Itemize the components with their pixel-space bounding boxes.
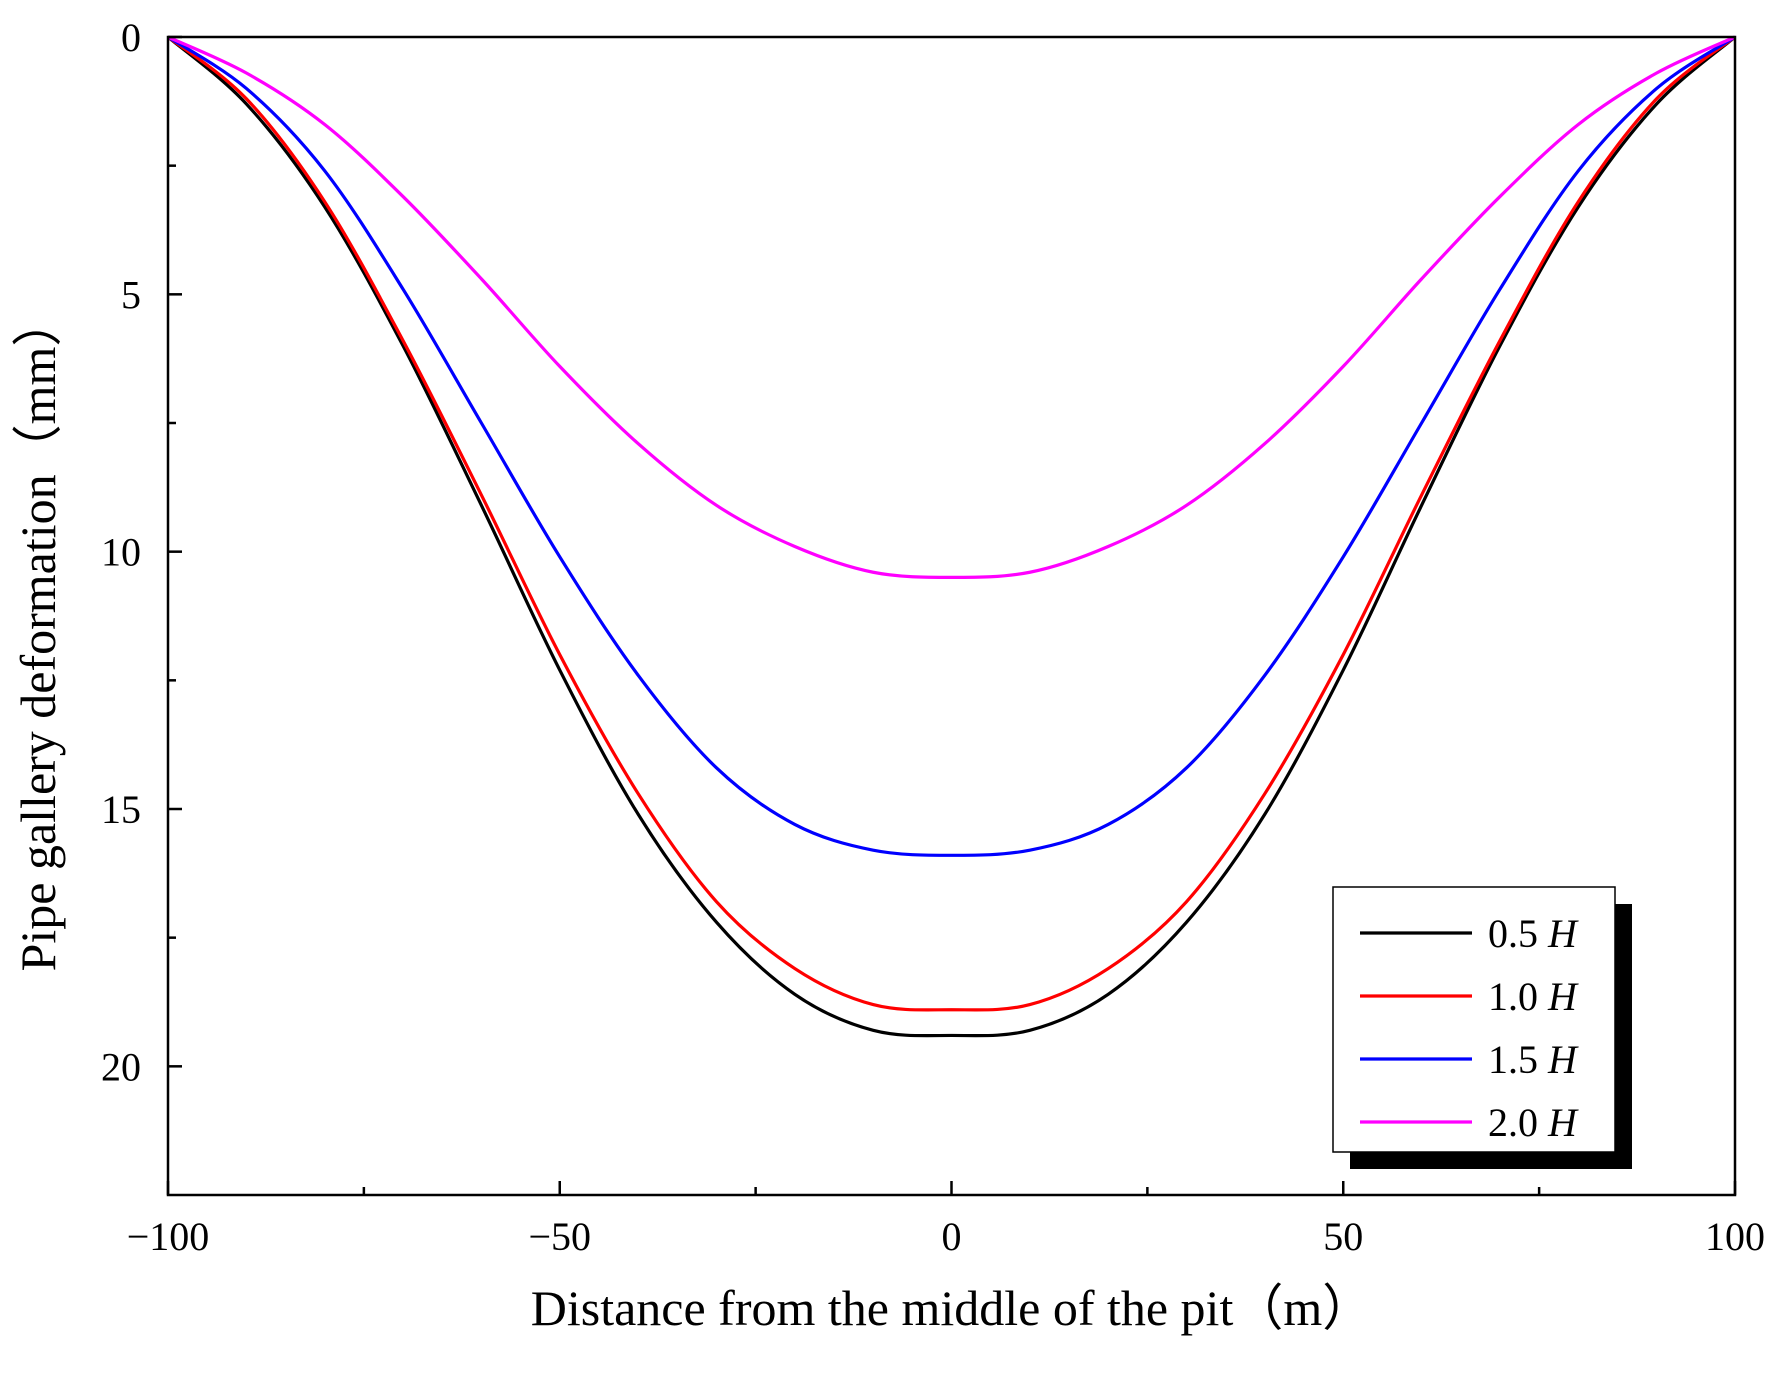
y-tick-label: 10 xyxy=(101,530,141,575)
x-tick-label: −100 xyxy=(127,1214,210,1259)
legend-unit: H xyxy=(1547,974,1579,1019)
legend-unit: H xyxy=(1547,911,1579,956)
plot-frame xyxy=(166,35,1737,1197)
x-tick-label: 0 xyxy=(942,1214,962,1259)
x-tick-label: 100 xyxy=(1705,1214,1765,1259)
series-line-1-0 xyxy=(167,35,1736,1012)
legend: 0.5 H 1.0 H 1.5 H 2.0 H xyxy=(1332,886,1632,1169)
y-tick-label: 5 xyxy=(121,272,141,317)
legend-label-1-0: 1.0 H xyxy=(1488,974,1579,1019)
y-tick-label: 15 xyxy=(101,787,141,832)
y-tick-label: 20 xyxy=(101,1044,141,1089)
legend-unit: H xyxy=(1547,1100,1579,1145)
legend-box xyxy=(1332,886,1616,1153)
x-tick-label: −50 xyxy=(528,1214,591,1259)
y-tick-label: 0 xyxy=(121,15,141,60)
legend-label-0-5: 0.5 H xyxy=(1488,911,1579,956)
y-axis-title: Pipe gallery deformation（mm） xyxy=(10,297,66,972)
series-line-0-5 xyxy=(166,35,1737,1038)
legend-unit: H xyxy=(1547,1037,1579,1082)
legend-label-1-5: 1.5 H xyxy=(1488,1037,1579,1082)
x-axis-title: Distance from the middle of the pit（m） xyxy=(531,1280,1372,1336)
ticks-layer: −100 −50 0 50 100 0 5 10 15 20 xyxy=(101,15,1765,1259)
series-line-2-0 xyxy=(167,35,1736,579)
legend-label-2-0: 2.0 H xyxy=(1488,1100,1579,1145)
legend-items: 0.5 H 1.0 H 1.5 H 2.0 H xyxy=(1360,911,1579,1145)
series-layer xyxy=(166,35,1737,1038)
x-tick-label: 50 xyxy=(1323,1214,1363,1259)
series-line-1-5 xyxy=(167,35,1736,857)
